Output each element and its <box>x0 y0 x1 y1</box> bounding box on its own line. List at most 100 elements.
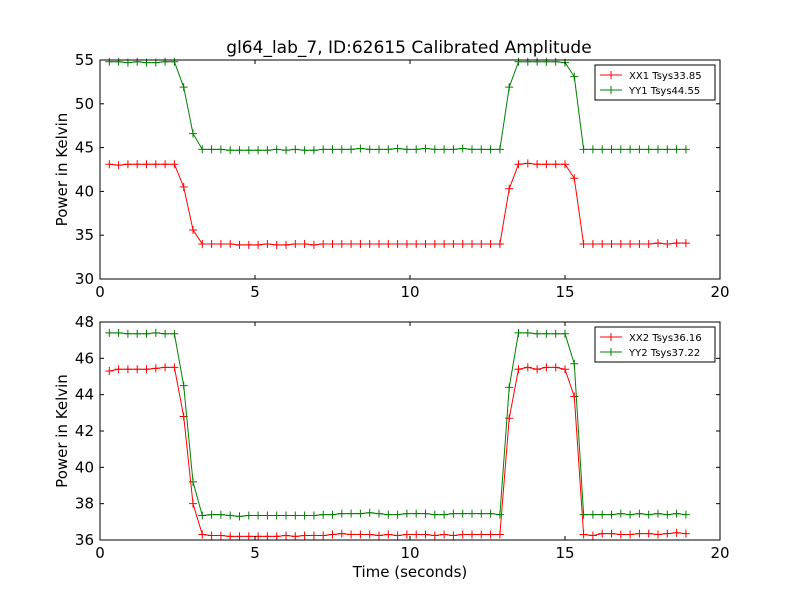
data-point-marker <box>579 530 588 539</box>
data-point-marker <box>347 145 356 154</box>
series-line-1 <box>109 162 686 246</box>
data-point-marker <box>477 509 486 518</box>
data-point-marker <box>486 530 495 539</box>
data-point-marker <box>123 160 132 169</box>
data-point-marker <box>570 359 579 368</box>
data-point-marker <box>477 145 486 154</box>
data-point-marker <box>412 145 421 154</box>
data-point-marker <box>309 531 318 540</box>
data-point-marker <box>365 508 374 517</box>
data-point-marker <box>384 510 393 519</box>
data-point-marker <box>328 145 337 154</box>
data-point-marker <box>654 145 662 154</box>
data-point-marker <box>561 365 569 374</box>
data-point-marker <box>495 530 504 539</box>
data-point-marker <box>495 239 504 248</box>
data-point-marker <box>588 510 597 519</box>
data-point-marker <box>365 145 374 154</box>
data-point-marker <box>672 509 681 518</box>
data-point-marker <box>142 329 151 338</box>
data-point-marker <box>561 329 569 338</box>
data-point-marker <box>105 328 114 337</box>
data-point-marker <box>300 239 309 248</box>
data-point-marker <box>644 510 653 519</box>
data-point-marker <box>412 509 421 518</box>
data-point-marker <box>654 530 662 539</box>
data-point-marker <box>663 529 672 538</box>
data-point-marker <box>375 145 383 154</box>
data-point-marker <box>486 239 495 248</box>
data-point-marker <box>477 530 486 539</box>
data-point-marker <box>216 531 225 540</box>
data-point-marker <box>142 365 151 374</box>
data-point-marker <box>412 239 421 248</box>
data-point-marker <box>579 145 588 154</box>
data-point-marker <box>514 365 523 374</box>
data-point-marker <box>672 239 681 248</box>
legend-label: XX2 Tsys36.16 <box>629 333 702 344</box>
data-point-marker <box>235 532 244 541</box>
legend-marker <box>607 348 615 356</box>
legend-box <box>594 326 716 363</box>
y-tick-label: 48 <box>75 313 94 331</box>
data-point-marker <box>226 511 235 520</box>
data-point-marker <box>133 329 142 338</box>
data-point-marker <box>291 532 300 541</box>
y-axis-label: Power in Kelvin <box>53 113 71 227</box>
data-point-marker <box>216 145 225 154</box>
data-point-marker <box>300 146 309 155</box>
data-point-marker <box>319 531 328 540</box>
data-point-marker <box>105 160 114 169</box>
data-point-marker <box>542 57 551 66</box>
data-point-marker <box>570 174 579 183</box>
data-point-marker <box>393 531 402 540</box>
y-tick-label: 30 <box>75 270 94 288</box>
data-point-marker <box>588 239 597 248</box>
x-tick-label: 10 <box>400 283 419 301</box>
data-point-marker <box>523 57 532 66</box>
data-point-marker <box>198 530 207 539</box>
data-point-marker <box>133 160 142 169</box>
data-point-marker <box>291 239 300 248</box>
data-point-marker <box>189 129 197 138</box>
data-point-marker <box>198 239 207 248</box>
data-point-marker <box>635 529 644 538</box>
data-point-marker <box>244 240 253 249</box>
data-point-marker <box>598 529 607 538</box>
x-tick-label: 5 <box>250 544 260 562</box>
data-point-marker <box>216 510 225 519</box>
data-point-marker <box>449 509 458 518</box>
data-point-marker <box>235 146 244 155</box>
data-point-marker <box>393 510 402 519</box>
data-point-marker <box>179 183 188 192</box>
data-point-marker <box>542 160 551 169</box>
data-point-marker <box>635 509 644 518</box>
data-point-marker <box>505 184 514 193</box>
data-point-marker <box>542 329 551 338</box>
data-point-marker <box>198 145 207 154</box>
data-point-marker <box>663 510 672 519</box>
data-point-marker <box>356 509 365 518</box>
data-point-marker <box>189 477 197 486</box>
data-point-marker <box>616 530 625 539</box>
data-point-marker <box>337 145 346 154</box>
data-point-marker <box>123 365 132 374</box>
data-point-marker <box>319 145 328 154</box>
data-point-marker <box>123 329 132 338</box>
data-point-marker <box>551 160 560 169</box>
data-point-marker <box>681 239 690 248</box>
data-point-marker <box>114 365 123 374</box>
data-point-marker <box>654 239 662 248</box>
data-point-marker <box>114 161 123 170</box>
data-point-marker <box>495 510 504 519</box>
data-point-marker <box>412 530 421 539</box>
y-tick-label: 50 <box>75 95 94 113</box>
data-point-marker <box>514 57 523 66</box>
data-point-marker <box>244 532 253 541</box>
data-point-marker <box>644 145 653 154</box>
data-point-marker <box>356 144 365 153</box>
data-point-marker <box>356 239 365 248</box>
data-point-marker <box>282 240 290 249</box>
data-point-marker <box>458 144 467 153</box>
data-point-marker <box>263 532 272 541</box>
